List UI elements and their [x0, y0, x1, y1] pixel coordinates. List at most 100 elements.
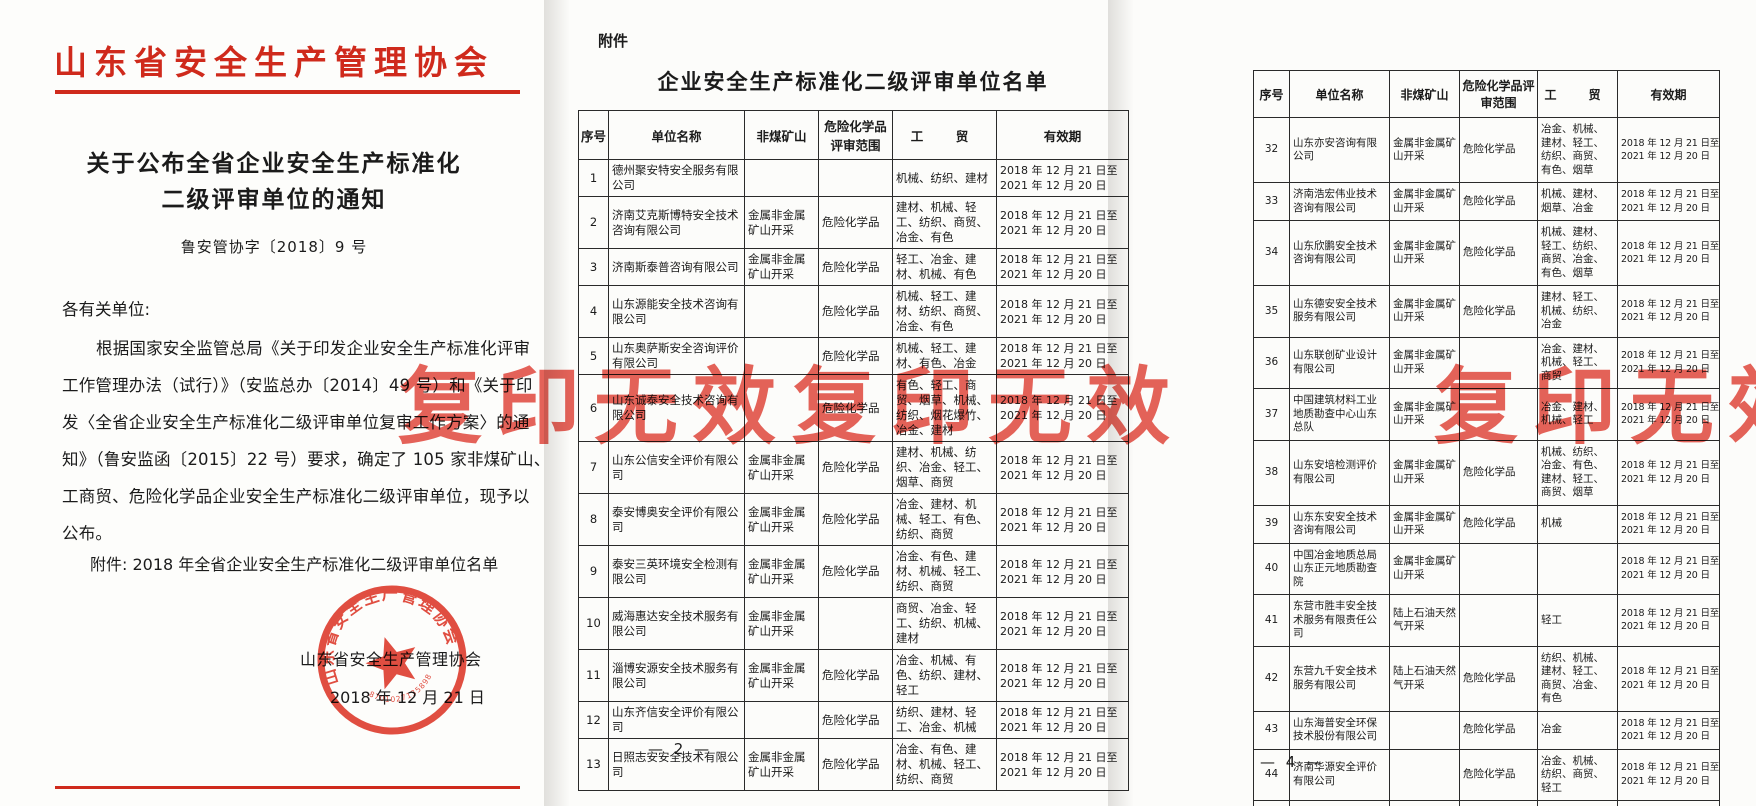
cell-name: 山东公信安全评价有限公司 [608, 441, 745, 494]
cell-mine: 金属非金属矿山开采 [1389, 542, 1460, 595]
cell-trade: 建材、机械、轻工、纺织、商贸、冶金、有色 [892, 196, 997, 249]
table-row: 37 中国建筑材料工业地质勘查中心山东总队 金属非金属矿山开采 冶金、建材、机械、轻工… [1253, 388, 1720, 441]
cell-name: 山东海普安全环保技术股份有限公司 [1289, 710, 1390, 750]
cell-name: 济南浩宏伟业技术咨询有限公司 [1289, 182, 1390, 221]
cell-chem: 危险化学品 [1459, 220, 1538, 286]
page-crease [544, 0, 570, 806]
cell-trade: 冶金、机械、纺织、商贸、轻工 [1537, 748, 1618, 801]
notice-title-line2: 二级评审单位的通知 [161, 187, 387, 213]
body-line: 工商贸、危险化学品企业安全生产标准化二级评审单位，现予以 [62, 487, 530, 506]
svg-text:8701027135898: 8701027135898 [366, 670, 439, 712]
cell-name: 菏泽泰和注册安全工程师事务所 [1289, 800, 1390, 806]
cell-trade: 冶金、机械、建材、轻工、纺织、商贸、有色、烟草 [1537, 117, 1618, 183]
cell-no: 10 [578, 597, 609, 650]
cell-no: 34 [1253, 220, 1290, 286]
cell-mine: 金属非金属矿山开采 [744, 493, 819, 546]
cell-mine [744, 337, 819, 375]
body-line: 知》（鲁安监函〔2015〕22 号）要求，确定了 105 家非煤矿山、 [62, 450, 551, 469]
table-row: 38 山东安培检测评价有限公司 金属非金属矿山开采 危险化学品 机械、纺织、冶金、有色、… [1253, 439, 1720, 506]
cell-mine: 金属非金属矿山开采 [1389, 285, 1460, 338]
col-header-validity: 有效期 [1617, 70, 1720, 118]
table-row: 2 济南艾克斯博特安全技术咨询有限公司 金属非金属矿山开采 危险化学品 建材、机械、轻工… [578, 196, 1129, 249]
cell-trade: 轻工、冶金、建材、机械、有色 [892, 248, 997, 286]
cell-mine: 金属非金属矿山开采 [744, 649, 819, 702]
table-row: 36 山东联创矿业设计有限公司 金属非金属矿山开采 冶金、建材、机械、轻工、商贸 201… [1253, 336, 1720, 389]
table-row: 7 山东公信安全评价有限公司 金属非金属矿山开采 危险化学品 建材、机械、纺织、冶金、轻… [578, 441, 1129, 494]
notice-title: 关于公布全省企业安全生产标准化 二级评审单位的通知 [0, 146, 548, 218]
cell-name: 济南艾克斯博特安全技术咨询有限公司 [608, 196, 745, 249]
cell-no: 41 [1253, 594, 1290, 647]
cell-mine: 金属非金属矿山开采 [744, 597, 819, 650]
salutation: 各有关单位: [62, 300, 151, 319]
cell-chem: 危险化学品 [818, 374, 893, 442]
cell-mine [744, 701, 819, 739]
cell-mine: 金属非金属矿山开采 [744, 441, 819, 494]
notice-body: 根据国家安全监管总局《关于印发企业安全生产标准化评审 工作管理办法（试行）》（安… [62, 330, 551, 552]
table-header: 序号 单位名称 非煤矿山 危险化学品评审范围 工 贸 有效期 [1253, 70, 1720, 118]
table-row: 33 济南浩宏伟业技术咨询有限公司 金属非金属矿山开采 危险化学品 机械、建材、烟草、冶… [1253, 182, 1720, 221]
body-line: 发〈全省企业安全生产标准化二级评审单位复审工作方案〉的通 [62, 413, 530, 432]
cell-no: 2 [578, 196, 609, 249]
body-line: 根据国家安全监管总局《关于印发企业安全生产标准化评审 [96, 339, 531, 358]
cell-trade: 机械、轻工、建材、有色、冶金 [892, 337, 997, 375]
cell-trade [1537, 542, 1618, 595]
cell-no: 38 [1253, 439, 1290, 506]
cell-trade: 有色、轻工、商贸、烟草、机械、纺织、烟花爆竹、冶金、建材 [892, 374, 997, 442]
cell-no: 37 [1253, 388, 1290, 441]
cell-trade: 机械、建材、烟草、冶金 [1537, 182, 1618, 221]
cell-chem [818, 597, 893, 650]
cell-name: 山东安培检测评价有限公司 [1289, 439, 1390, 506]
cell-chem: 危险化学品 [1459, 645, 1538, 712]
cell-chem: 危险化学品 [1459, 117, 1538, 183]
cell-chem [1459, 542, 1538, 595]
cell-chem: 危险化学品 [818, 701, 893, 739]
cell-trade: 冶金 [1537, 710, 1618, 750]
col-header-no: 序号 [1253, 70, 1290, 118]
cell-no: 33 [1253, 182, 1290, 221]
cell-trade: 机械、轻工、建材、纺织、商贸、冶金、有色 [892, 285, 997, 338]
cell-trade: 冶金、建材、机械、轻工、有色、纺织、商贸 [892, 493, 997, 546]
cell-no: 32 [1253, 117, 1290, 183]
col-header-mine: 非煤矿山 [744, 110, 819, 160]
cell-chem [818, 159, 893, 197]
table-row: 9 泰安三英环境安全检测有限公司 金属非金属矿山开采 危险化学品 冶金、有色、建材、机械… [578, 545, 1129, 598]
stamp-star-icon [365, 637, 416, 690]
cell-name: 威海惠达安全技术服务有限公司 [608, 597, 745, 650]
page-number-4: — 4 — [1260, 753, 1325, 771]
cell-mine [744, 159, 819, 197]
col-header-chem: 危险化学品评审范围 [1459, 70, 1538, 118]
cell-chem: 危险化学品 [1459, 439, 1538, 506]
cell-name: 东营九千安全技术服务有限公司 [1289, 645, 1390, 712]
letterhead-rule [55, 90, 520, 94]
notice-title-line1: 关于公布全省企业安全生产标准化 [86, 151, 462, 177]
cell-name: 山东欣鹏安全技术咨询有限公司 [1289, 220, 1390, 286]
cell-trade: 纺织、机械、建材、轻工、商贸、冶金、有色 [1537, 645, 1618, 712]
cell-no: 3 [578, 248, 609, 286]
cell-no: 12 [578, 701, 609, 739]
cell-chem: 危险化学品 [1459, 285, 1538, 338]
cell-name: 山东奥萨斯安全咨询评价有限公司 [608, 337, 745, 375]
cell-name: 淄博安源安全技术服务有限公司 [608, 649, 745, 702]
attachment-label: 附件 [598, 32, 629, 50]
cell-chem [1459, 594, 1538, 647]
cell-chem: 危险化学品 [1459, 182, 1538, 221]
cell-trade: 冶金、建材、机械、轻工、商贸 [1537, 336, 1618, 389]
table-row: 41 东营市胜丰安全技术服务有限责任公司 陆上石油天然气开采 轻工 2018 年 12 … [1253, 594, 1720, 647]
col-header-no: 序号 [578, 110, 609, 160]
col-header-name: 单位名称 [608, 110, 745, 160]
cell-name: 山东德安安全技术服务有限公司 [1289, 285, 1390, 338]
table-row: 4 山东源能安全技术咨询有限公司 危险化学品 机械、轻工、建材、纺织、商贸、冶金、有色… [578, 285, 1129, 338]
cell-trade: 商贸、冶金、轻工、纺织、机械、建材 [892, 597, 997, 650]
cell-trade: 纺织、建材、轻工、冶金、机械 [892, 701, 997, 739]
cell-chem: 危险化学品 [818, 545, 893, 598]
cell-chem: 危险化学品 [818, 248, 893, 286]
